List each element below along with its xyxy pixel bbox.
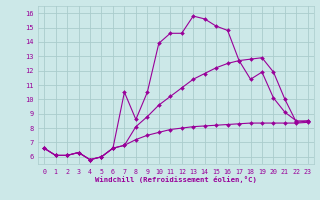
- X-axis label: Windchill (Refroidissement éolien,°C): Windchill (Refroidissement éolien,°C): [95, 176, 257, 183]
